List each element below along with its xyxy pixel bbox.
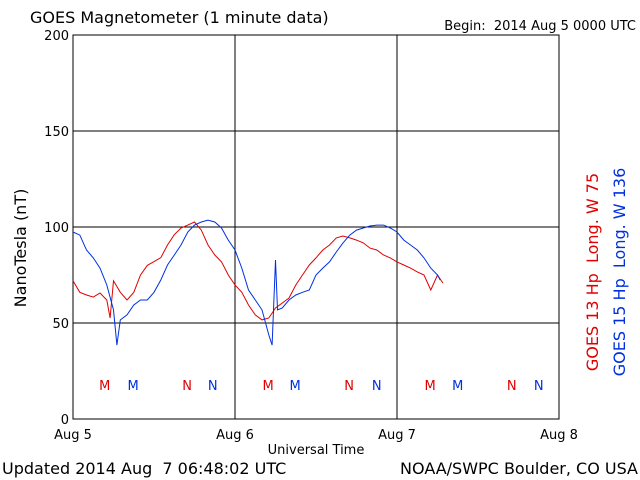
y-tick-label: 150 [44, 125, 69, 140]
y-tick-label: 0 [61, 413, 69, 428]
series-line [72, 221, 444, 321]
marker-label: M [99, 379, 110, 394]
marker-label: M [424, 379, 435, 394]
marker-label: N [534, 379, 544, 394]
y-tick-label: 100 [44, 221, 69, 236]
marker-label: N [507, 379, 517, 394]
marker-label: N [372, 379, 382, 394]
footer-left: Updated 2014 Aug 7 06:48:02 UTC [2, 459, 286, 478]
marker-label: M [452, 379, 463, 394]
marker-label: N [182, 379, 192, 394]
series-line [72, 219, 441, 346]
chart-title: GOES Magnetometer (1 minute data) [30, 8, 329, 27]
legend-entry: GOES 13 Hp Long. W 75 [583, 173, 602, 371]
footer-right: NOAA/SWPC Boulder, CO USA [400, 459, 638, 478]
y-tick-label: 200 [44, 29, 69, 44]
legend-entry: GOES 15 Hp Long. W 136 [610, 168, 629, 376]
x-tick-label: Aug 6 [216, 428, 254, 443]
x-tick-label: Aug 5 [54, 428, 92, 443]
x-tick-label: Aug 8 [540, 428, 578, 443]
marker-label: N [344, 379, 354, 394]
chart-subtitle: Begin: 2014 Aug 5 0000 UTC [444, 19, 636, 34]
marker-label: M [262, 379, 273, 394]
y-axis-label: NanoTesla (nT) [11, 189, 30, 308]
x-axis-label: Universal Time [268, 443, 365, 458]
marker-label: M [127, 379, 138, 394]
marker-label: M [289, 379, 300, 394]
marker-label: N [208, 379, 218, 394]
y-tick-label: 50 [52, 317, 69, 332]
x-tick-label: Aug 7 [378, 428, 416, 443]
